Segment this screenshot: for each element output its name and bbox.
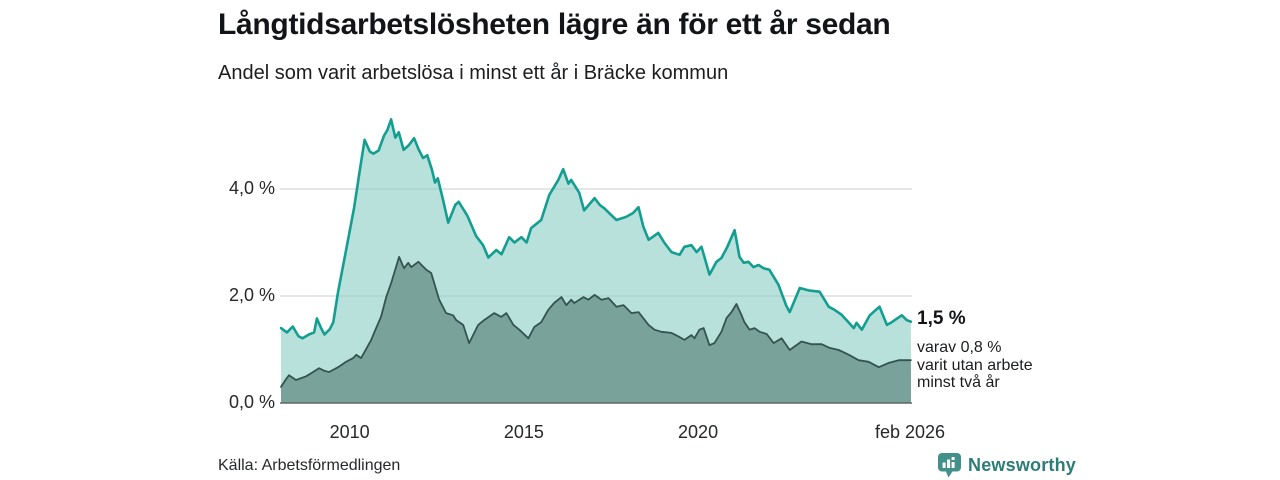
x-tick-label: 2015 bbox=[503, 422, 544, 442]
end-value-label: 1,5 % bbox=[917, 308, 966, 329]
end-note: varav 0,8 % varit utan arbete minst två år bbox=[917, 339, 1033, 392]
y-tick-label: 4,0 % bbox=[228, 178, 275, 198]
x-tick-label: 2020 bbox=[678, 422, 719, 442]
x-tick-label: 2010 bbox=[329, 422, 370, 442]
end-note-line: minst två år bbox=[917, 374, 1000, 391]
x-tick-label: feb 2026 bbox=[874, 422, 946, 442]
newsworthy-logo-icon bbox=[938, 452, 961, 477]
newsworthy-brand: Newsworthy bbox=[938, 452, 1076, 478]
page-title: Långtidsarbetslösheten lägre än för ett … bbox=[218, 8, 891, 41]
area-chart-svg bbox=[280, 118, 912, 404]
y-tick-label: 2,0 % bbox=[228, 285, 275, 305]
y-tick-label: 0,0 % bbox=[228, 392, 275, 412]
chart-subtitle: Andel som varit arbetslösa i minst ett å… bbox=[218, 62, 729, 84]
source-attribution: Källa: Arbetsförmedlingen bbox=[218, 457, 401, 474]
end-note-line: varit utan arbete bbox=[917, 356, 1033, 374]
newsworthy-brand-name: Newsworthy bbox=[968, 454, 1077, 475]
end-note-line: varav 0,8 % bbox=[917, 339, 1002, 356]
